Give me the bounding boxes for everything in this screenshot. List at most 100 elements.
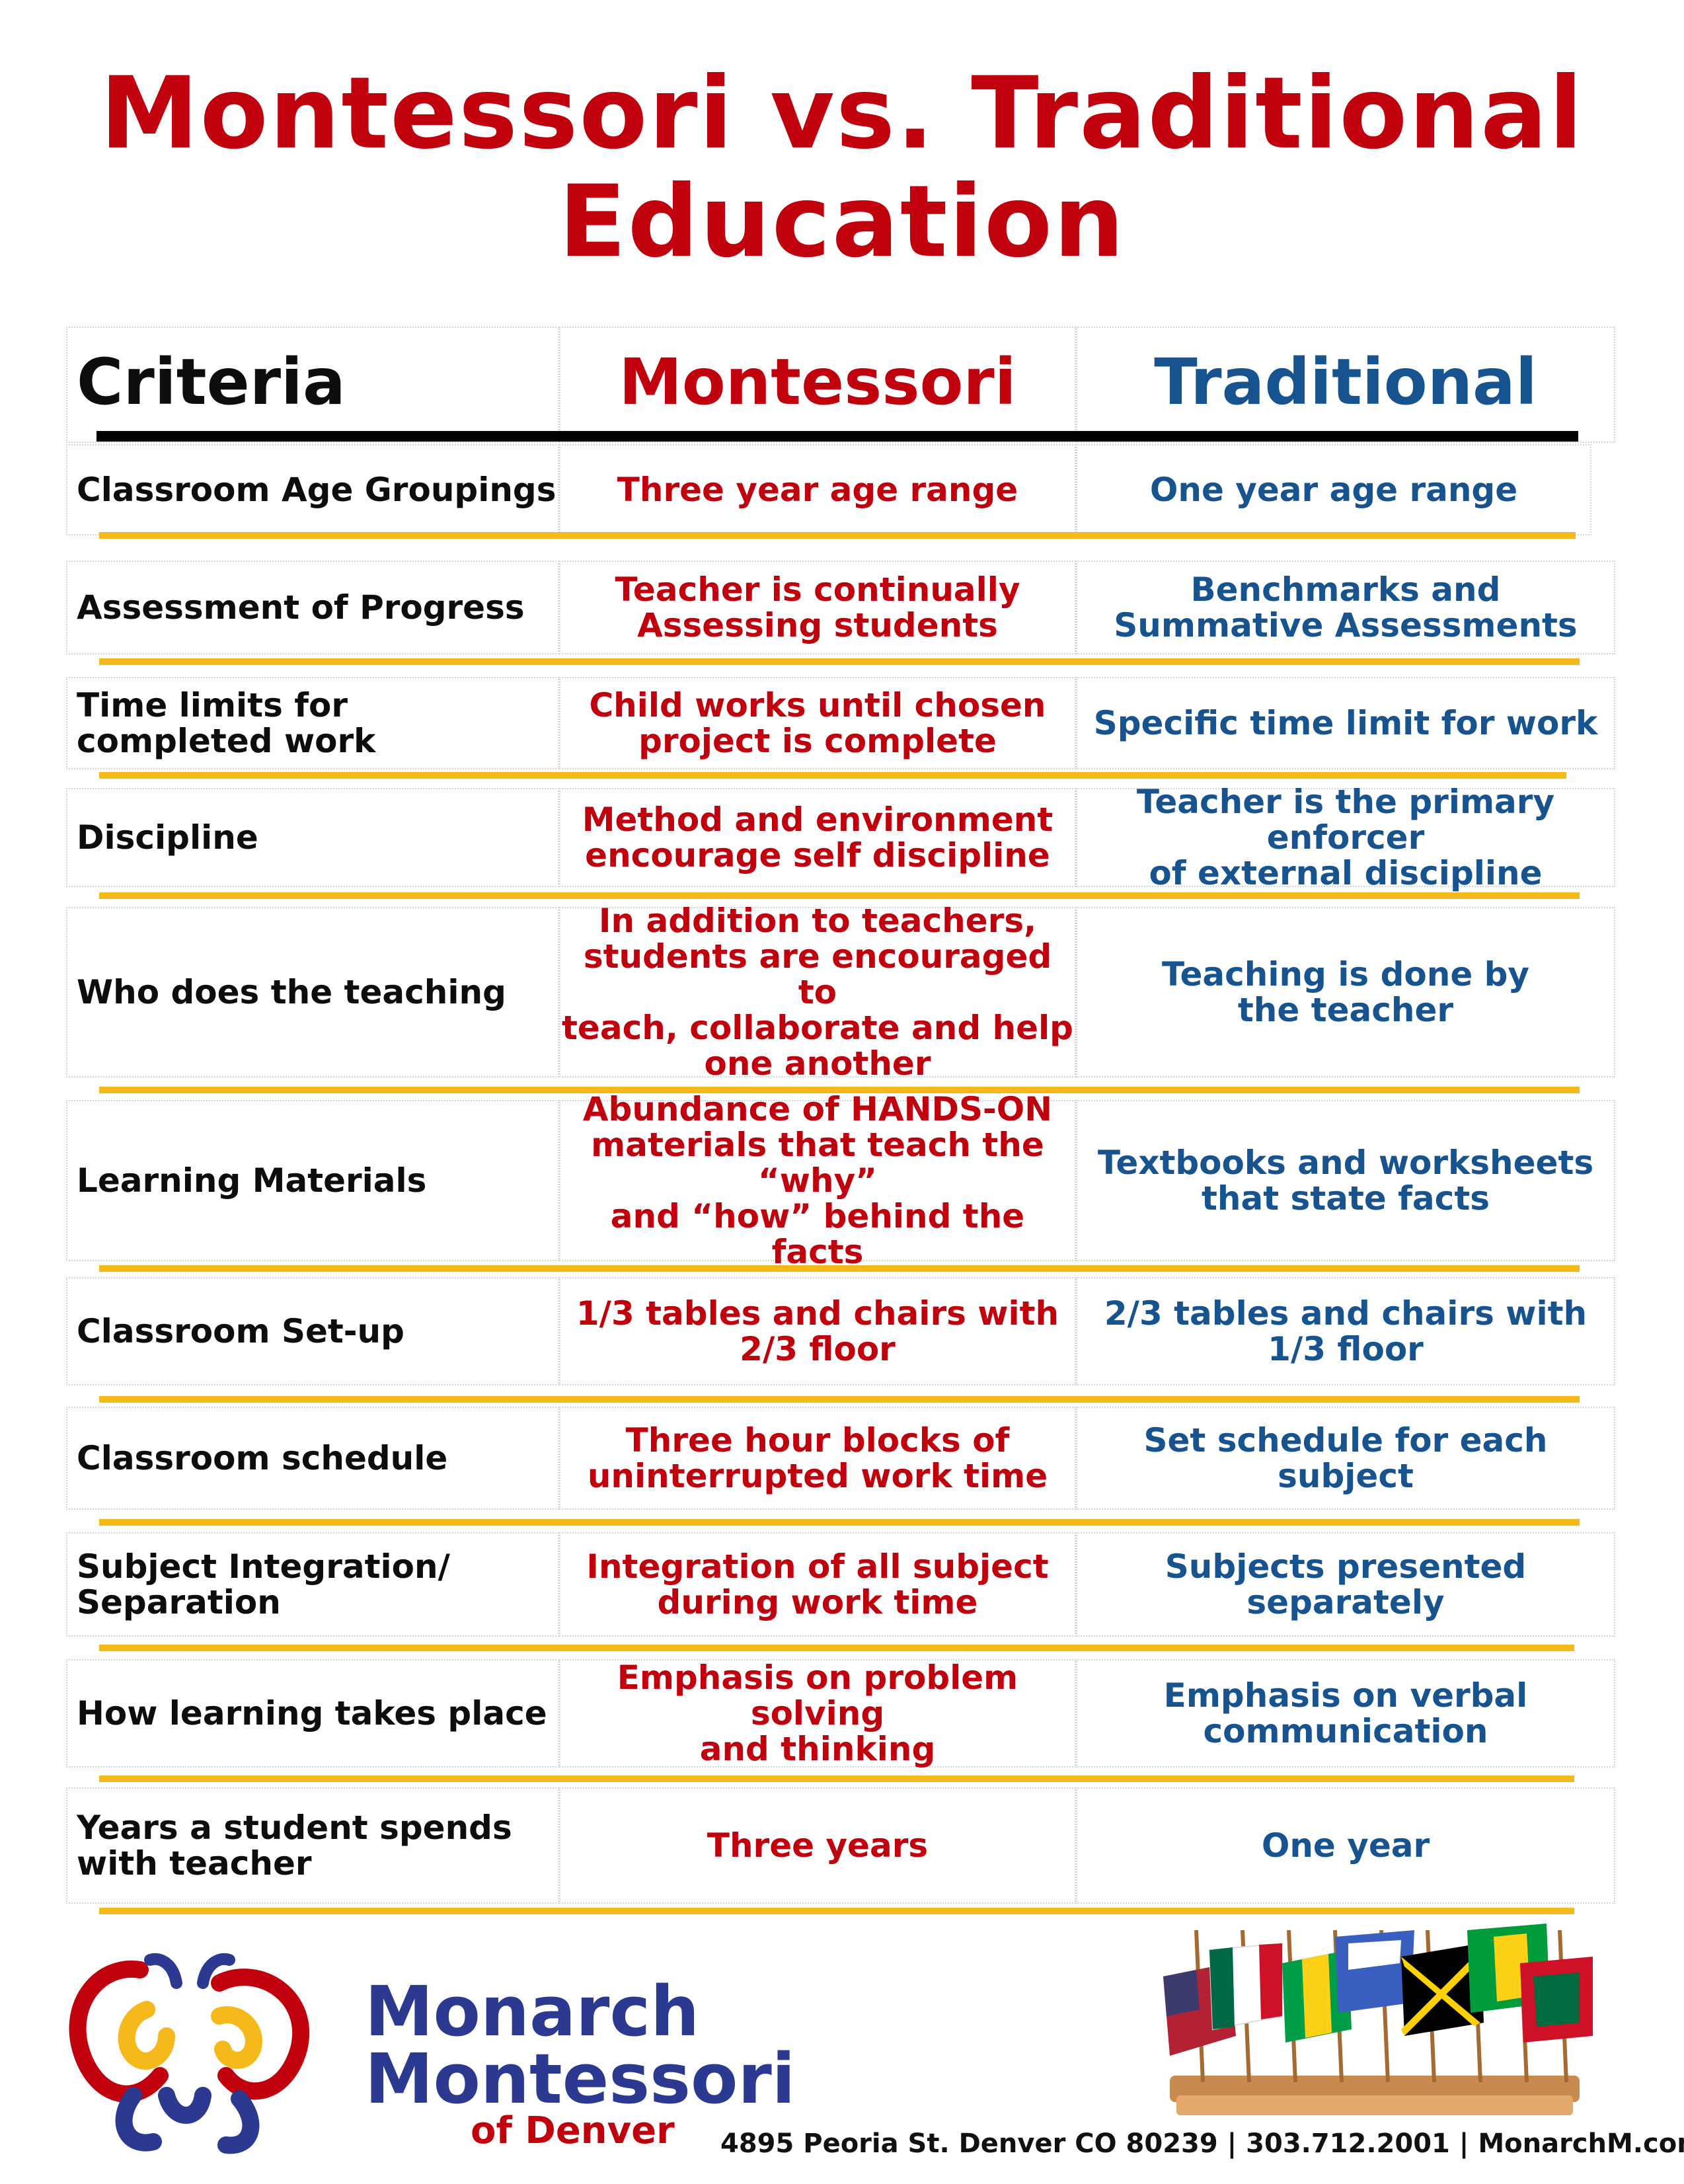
montessori-text: Integration of all subject during work t…	[586, 1547, 1049, 1621]
header-cell-traditional	[1076, 327, 1615, 443]
criteria-text: Classroom schedule	[77, 1439, 448, 1477]
row-divider	[99, 658, 1580, 665]
traditional-text: One year	[1261, 1826, 1430, 1865]
header-divider	[96, 431, 1578, 442]
montessori-text: Teacher is continually Assessing student…	[615, 570, 1020, 644]
table-row: Classroom Age Groupings Three year age r…	[0, 444, 1684, 535]
row-divider	[99, 1908, 1574, 1914]
title-line-2: Education	[558, 165, 1126, 280]
criteria-text: Discipline	[77, 818, 258, 857]
table-row: Classroom schedule Three hour blocks of …	[0, 1407, 1684, 1510]
table-row: Discipline Method and environment encour…	[0, 784, 1684, 891]
montessori-text: Three hour blocks of uninterrupted work …	[587, 1421, 1048, 1495]
header-montessori: Montessori	[619, 345, 1016, 419]
criteria-text: Classroom Age Groupings	[77, 471, 556, 509]
montessori-cell: Three hour blocks of uninterrupted work …	[559, 1407, 1076, 1510]
criteria-text: Time limits for completed work	[77, 686, 376, 760]
row-divider	[99, 1087, 1580, 1093]
row-divider	[99, 892, 1580, 899]
criteria-text: Classroom Set-up	[77, 1312, 404, 1350]
montessori-cell: In addition to teachers, students are en…	[559, 903, 1076, 1081]
table-row: Years a student spends with teacher Thre…	[0, 1787, 1684, 1904]
world-flags-stand-image	[1150, 1904, 1599, 2122]
monarch-logo: Monarch Montessori of Denver	[61, 1943, 795, 2162]
table-row: Classroom Set-up 1/3 tables and chairs w…	[0, 1277, 1684, 1385]
criteria-cell: Time limits for completed work	[66, 677, 559, 769]
brand-line-2: Montessori	[365, 2039, 796, 2119]
traditional-cell: Teacher is the primary enforcer of exter…	[1076, 784, 1615, 891]
table-row: Subject Integration/ Separation Integrat…	[0, 1532, 1684, 1637]
traditional-text: Textbooks and worksheets that state fact…	[1097, 1144, 1594, 1218]
criteria-text: Learning Materials	[77, 1161, 427, 1200]
table-row: Who does the teaching In addition to tea…	[0, 903, 1684, 1081]
criteria-cell: Subject Integration/ Separation	[66, 1532, 559, 1637]
row-divider	[99, 1396, 1580, 1403]
header-traditional: Traditional	[1154, 345, 1537, 419]
header-cell-criteria	[66, 327, 559, 443]
criteria-cell: Years a student spends with teacher	[66, 1787, 559, 1904]
contact-address: 4895 Peoria St. Denver CO 80239 | 303.71…	[720, 2128, 1684, 2159]
traditional-cell: Set schedule for each subject	[1076, 1407, 1615, 1510]
montessori-text: In addition to teachers, students are en…	[562, 902, 1073, 1083]
traditional-text: One year age range	[1149, 471, 1518, 509]
brand-line-1: Monarch	[365, 1971, 700, 2052]
table-row: Time limits for completed work Child wor…	[0, 677, 1684, 769]
row-divider	[99, 1519, 1580, 1526]
title-line-1: Montessori vs. Traditional	[100, 56, 1584, 171]
montessori-text: Three years	[707, 1826, 929, 1865]
criteria-cell: Classroom schedule	[66, 1407, 559, 1510]
table-row: Learning Materials Abundance of HANDS-ON…	[0, 1091, 1684, 1270]
montessori-text: Abundance of HANDS-ON materials that tea…	[582, 1090, 1053, 1271]
header-cell-montessori	[559, 327, 1076, 443]
montessori-cell: Abundance of HANDS-ON materials that tea…	[559, 1091, 1076, 1270]
traditional-cell: Teaching is done by the teacher	[1076, 907, 1615, 1077]
montessori-cell: 1/3 tables and chairs with 2/3 floor	[559, 1277, 1076, 1385]
butterfly-logo-icon	[69, 1953, 310, 2154]
row-divider	[99, 772, 1566, 779]
traditional-cell: One year	[1076, 1787, 1615, 1904]
montessori-cell: Integration of all subject during work t…	[559, 1532, 1076, 1637]
table-row: Assessment of Progress Teacher is contin…	[0, 561, 1684, 654]
traditional-cell: Specific time limit for work	[1076, 677, 1615, 769]
montessori-cell: Teacher is continually Assessing student…	[559, 561, 1076, 654]
row-divider	[99, 1265, 1580, 1272]
traditional-cell: Subjects presented separately	[1076, 1532, 1615, 1637]
traditional-text: 2/3 tables and chairs with 1/3 floor	[1104, 1294, 1588, 1368]
criteria-cell: Learning Materials	[66, 1100, 559, 1261]
criteria-text: Subject Integration/ Separation	[77, 1547, 450, 1621]
criteria-text: How learning takes place	[77, 1694, 547, 1733]
montessori-text: Child works until chosen project is comp…	[589, 686, 1046, 760]
montessori-text: 1/3 tables and chairs with 2/3 floor	[576, 1294, 1059, 1368]
traditional-text: Teacher is the primary enforcer of exter…	[1136, 783, 1555, 892]
row-divider	[99, 1645, 1574, 1651]
traditional-cell: Emphasis on verbal communication	[1076, 1659, 1615, 1768]
criteria-cell: Assessment of Progress	[66, 561, 559, 654]
criteria-cell: How learning takes place	[66, 1659, 559, 1768]
table-row: How learning takes place Emphasis on pro…	[0, 1659, 1684, 1768]
traditional-cell: Benchmarks and Summative Assessments	[1076, 561, 1615, 654]
montessori-cell: Child works until chosen project is comp…	[559, 677, 1076, 769]
row-divider	[99, 532, 1576, 539]
montessori-cell: Three year age range	[559, 444, 1076, 535]
traditional-cell: One year age range	[1076, 444, 1591, 535]
criteria-text: Who does the teaching	[77, 973, 506, 1011]
montessori-cell: Method and environment encourage self di…	[559, 788, 1076, 887]
traditional-text: Benchmarks and Summative Assessments	[1114, 570, 1578, 644]
criteria-cell: Discipline	[66, 788, 559, 887]
criteria-text: Years a student spends with teacher	[77, 1809, 512, 1883]
page-title: Montessori vs. Traditional Education	[0, 59, 1684, 276]
traditional-text: Set schedule for each subject	[1143, 1421, 1548, 1495]
montessori-cell: Three years	[559, 1787, 1076, 1904]
traditional-cell: 2/3 tables and chairs with 1/3 floor	[1076, 1277, 1615, 1385]
traditional-text: Specific time limit for work	[1093, 704, 1598, 742]
criteria-cell: Classroom Set-up	[66, 1277, 559, 1385]
traditional-text: Emphasis on verbal communication	[1163, 1676, 1528, 1750]
montessori-text: Method and environment encourage self di…	[582, 800, 1053, 875]
criteria-cell: Who does the teaching	[66, 907, 559, 1077]
criteria-text: Assessment of Progress	[77, 588, 525, 627]
traditional-cell: Textbooks and worksheets that state fact…	[1076, 1100, 1615, 1261]
montessori-text: Three year age range	[617, 471, 1018, 509]
criteria-cell: Classroom Age Groupings	[66, 444, 559, 535]
traditional-text: Subjects presented separately	[1165, 1547, 1527, 1621]
montessori-text: Emphasis on problem solving and thinking	[617, 1658, 1018, 1768]
